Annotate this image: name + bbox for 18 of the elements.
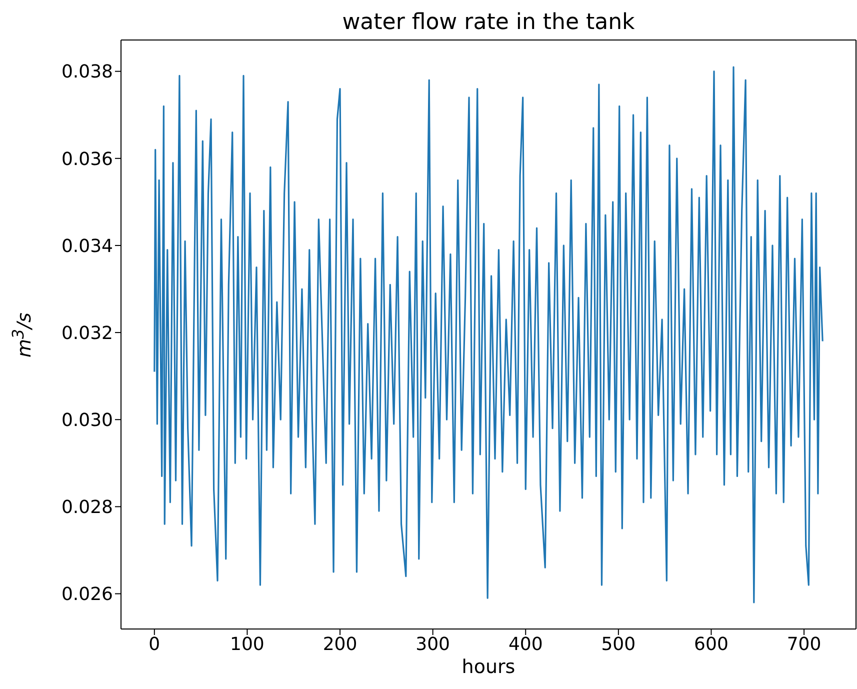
x-tick-label: 700 — [786, 634, 822, 655]
y-tick-label: 0.026 — [61, 584, 113, 606]
y-tick-label: 0.032 — [61, 322, 113, 344]
y-tick-label: 0.038 — [61, 62, 113, 83]
line-series — [154, 66, 824, 604]
x-tick-label: 600 — [694, 634, 728, 655]
x-tick-label: 0 — [148, 634, 160, 655]
x-tick-label: 200 — [322, 634, 358, 655]
y-tick-label: 0.036 — [61, 148, 113, 170]
x-axis-title: hours — [460, 656, 516, 678]
y-tick-label: 0.034 — [61, 236, 113, 257]
x-tick-label: 300 — [416, 634, 450, 655]
y-tick-label: 0.028 — [61, 497, 113, 518]
x-tick-label: 500 — [601, 634, 636, 655]
x-tick-label: 100 — [230, 634, 264, 655]
chart-title: water flow rate in the tank — [341, 10, 636, 35]
x-tick-label: 400 — [508, 634, 543, 655]
y-tick-label: 0.030 — [61, 410, 113, 431]
